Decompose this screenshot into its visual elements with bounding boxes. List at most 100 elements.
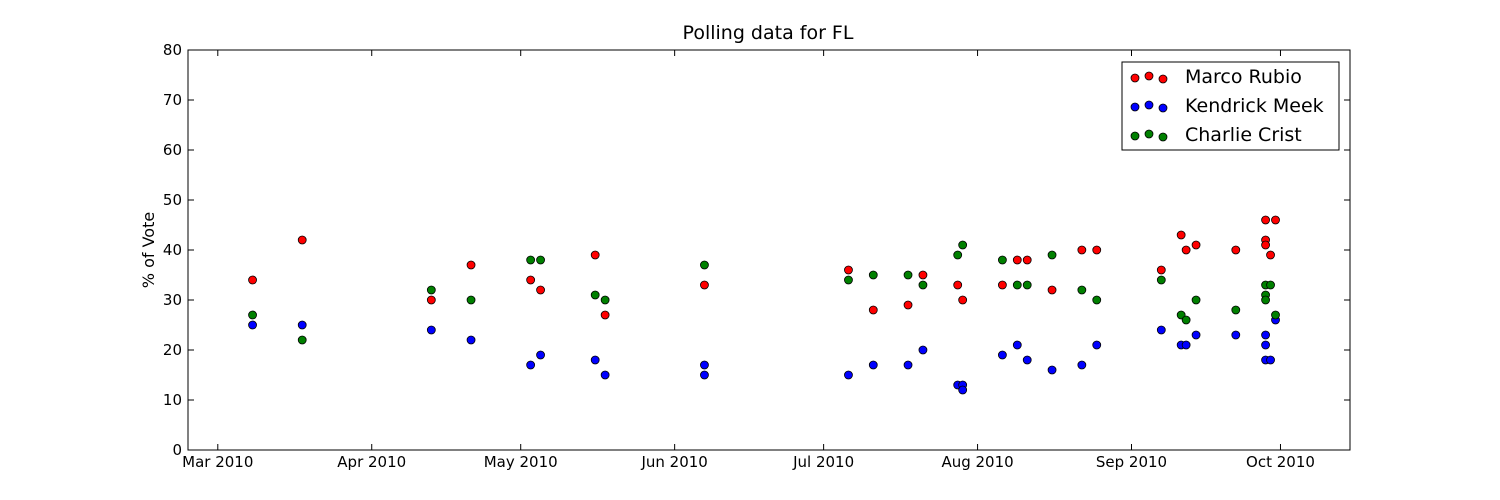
data-point [1266,280,1275,290]
data-point [1271,310,1280,320]
data-point [248,275,257,285]
data-point [1012,255,1022,265]
data-point [958,295,968,305]
legend-marker [1144,100,1154,110]
y-tick-label: 30 [163,291,182,309]
data-point [868,270,878,280]
data-point [903,360,913,370]
data-point [1266,355,1275,365]
legend-marker [1144,129,1154,139]
legend-label: Kendrick Meek [1185,95,1324,117]
legend: Marco Rubio Kendrick Meek Charlie Crist [1121,61,1340,151]
data-point [600,370,610,380]
data-point [1181,245,1191,255]
plot-area [248,215,1280,395]
chart-title: Polling data for FL [683,22,854,44]
data-point [1022,280,1032,290]
data-point [997,280,1007,290]
data-point [903,300,913,310]
data-point [536,285,545,295]
data-point [700,360,709,370]
y-tick-label: 40 [163,241,182,259]
legend-label: Charlie Crist [1185,124,1302,146]
data-point [1022,255,1032,265]
data-point [918,270,928,280]
data-point [1156,265,1166,275]
x-tick-label: Jun 2010 [640,453,707,471]
data-point [1047,250,1057,260]
data-point [466,260,476,270]
data-point [248,320,257,330]
data-point [1231,330,1241,340]
legend-marker [1144,71,1154,81]
data-point [1271,215,1280,225]
data-point [1266,250,1275,260]
data-point [958,385,968,395]
x-tick-label: Apr 2010 [337,453,406,471]
data-point [844,370,853,380]
data-point [903,270,913,280]
x-tick-label: Mar 2010 [182,453,253,471]
data-point [700,370,709,380]
data-point [844,275,853,285]
data-point [1156,275,1166,285]
y-tick-label: 0 [172,441,182,459]
legend-entry: Marco Rubio [1130,66,1302,88]
data-point [1191,330,1201,340]
legend-marker [1130,73,1140,83]
data-point [590,250,600,260]
data-point [1047,365,1057,375]
legend-marker [1130,131,1140,141]
data-point [297,320,307,330]
data-point [1191,240,1201,250]
data-point [1156,325,1166,335]
axes: 0 10 20 30 40 50 60 70 80 Mar 2010 Apr 2010 May 201… [163,41,1350,471]
data-point [1092,295,1102,305]
data-point [1092,340,1102,350]
y-tick-label: 50 [163,191,182,209]
data-point [536,350,545,360]
data-point [1012,340,1022,350]
data-point [600,310,610,320]
data-point [700,280,709,290]
data-point [1261,330,1270,340]
y-axis-title: % of Vote [139,212,158,288]
data-point [600,295,610,305]
data-point [1261,215,1270,225]
data-point [426,295,436,305]
data-point [1261,340,1270,350]
data-point [526,275,536,285]
data-point [958,240,968,250]
x-tick-label: Sep 2010 [1096,453,1167,471]
data-point [526,255,536,265]
data-point [1231,245,1241,255]
data-point [1191,295,1201,305]
data-point [1012,280,1022,290]
y-tick-label: 80 [163,41,182,59]
data-point [1077,285,1087,295]
data-point [536,255,545,265]
data-point [1231,305,1241,315]
y-tick-label: 70 [163,91,182,109]
data-point [953,280,963,290]
legend-marker [1158,103,1168,113]
y-tick-label: 20 [163,341,182,359]
legend-entry: Charlie Crist [1130,124,1302,146]
data-point [1022,355,1032,365]
data-point [844,265,853,275]
data-point [1261,295,1270,305]
data-point [1047,285,1057,295]
data-point [590,290,600,300]
x-tick-label: Jul 2010 [792,453,854,471]
series-kendrick-meek [248,315,1280,395]
data-point [1261,240,1270,250]
data-point [297,335,307,345]
data-point [1181,340,1191,350]
series-charlie-crist [248,240,1280,345]
legend-label: Marco Rubio [1185,66,1302,88]
data-point [248,310,257,320]
data-point [590,355,600,365]
data-point [297,235,307,245]
x-tick-label: May 2010 [484,453,558,471]
